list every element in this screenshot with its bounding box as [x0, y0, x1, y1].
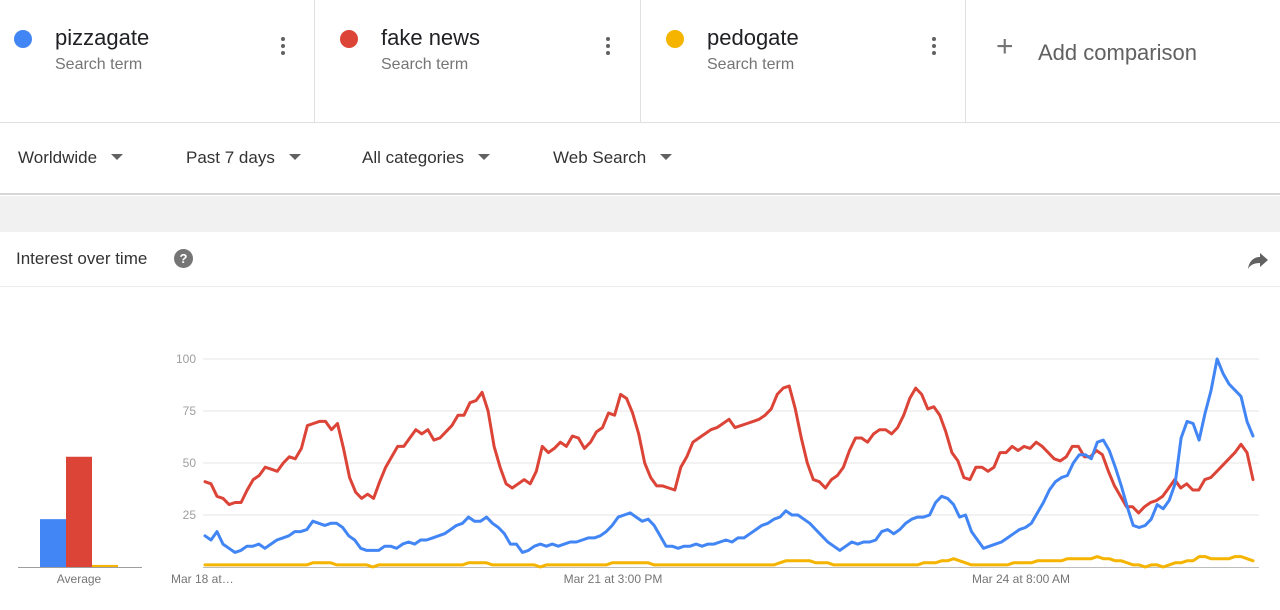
y-tick-label: 25 — [183, 508, 197, 522]
plus-icon: + — [996, 30, 1014, 63]
category-dropdown[interactable]: All categories — [362, 148, 491, 168]
average-bar — [66, 456, 92, 567]
x-tick-label: Mar 21 at 3:00 PM — [564, 572, 663, 586]
search-term-card[interactable]: pizzagate Search term — [0, 0, 315, 122]
card-title: Interest over time — [16, 249, 148, 268]
card-header: Interest over time ? — [0, 232, 1280, 287]
more-options-icon[interactable] — [603, 34, 613, 64]
series-line — [203, 384, 1255, 515]
share-icon[interactable] — [1246, 248, 1270, 272]
dropdown-arrow-icon — [111, 154, 124, 160]
filter-bar: Worldwide Past 7 days All categories Web… — [0, 123, 1280, 195]
search-type-dropdown[interactable]: Web Search — [553, 148, 673, 168]
search-term-name: pizzagate — [55, 25, 150, 50]
section-divider — [0, 196, 1280, 232]
more-options-icon[interactable] — [929, 34, 939, 64]
add-comparison-button[interactable]: + Add comparison — [966, 0, 1280, 122]
add-comparison-label: Add comparison — [1038, 40, 1197, 65]
series-color-dot — [666, 30, 684, 48]
category-label: All categories — [362, 148, 465, 167]
search-terms-bar: pizzagate Search term fake news Search t… — [0, 0, 1280, 123]
more-options-icon[interactable] — [278, 34, 288, 64]
x-tick-label: Mar 18 at… — [171, 572, 234, 586]
series-color-dot — [340, 30, 358, 48]
time-range-label: Past 7 days — [186, 148, 275, 167]
search-term-name: pedogate — [707, 25, 799, 50]
region-dropdown[interactable]: Worldwide — [18, 148, 124, 168]
average-bar — [40, 519, 66, 567]
interest-over-time-chart: 25 50 75 100 Mar 18 at… Mar 21 at 3:00 PM Mar … — [18, 352, 1259, 586]
average-label: Average — [57, 572, 102, 586]
time-range-dropdown[interactable]: Past 7 days — [186, 148, 301, 168]
search-term-card[interactable]: fake news Search term — [326, 0, 641, 122]
search-term-card[interactable]: pedogate Search term — [652, 0, 966, 122]
y-tick-label: 75 — [183, 404, 197, 418]
series-color-dot — [14, 30, 32, 48]
search-term-type: Search term — [55, 56, 143, 73]
series-line — [203, 357, 1255, 554]
dropdown-arrow-icon — [660, 154, 673, 160]
search-term-type: Search term — [381, 56, 469, 73]
series-line — [203, 555, 1255, 569]
average-bar — [92, 564, 118, 567]
y-tick-label: 100 — [176, 352, 196, 366]
dropdown-arrow-icon — [478, 154, 491, 160]
help-icon[interactable]: ? — [174, 249, 193, 268]
search-term-name: fake news — [381, 25, 481, 50]
search-type-label: Web Search — [553, 148, 647, 167]
x-tick-label: Mar 24 at 8:00 AM — [972, 572, 1070, 586]
search-term-type: Search term — [707, 56, 795, 73]
dropdown-arrow-icon — [288, 154, 301, 160]
region-label: Worldwide — [18, 148, 98, 167]
y-tick-label: 50 — [183, 456, 197, 470]
